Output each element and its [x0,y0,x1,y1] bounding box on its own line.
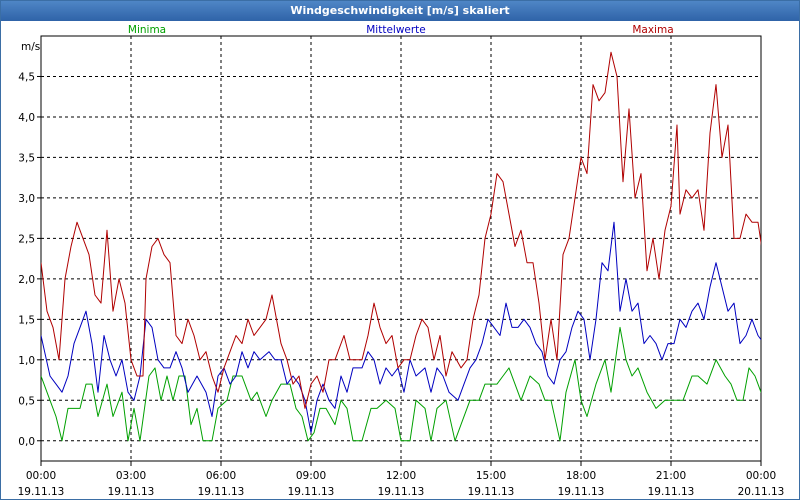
y-axis: 0,0 0,5 1,0 1,5 2,0 2,5 3,0 3,5 4,0 4,5 [18,71,41,448]
y-tick-label: 4,0 [18,112,35,124]
series-line-maxima [41,51,761,409]
y-tick-label: 3,0 [18,193,35,205]
x-tick-date: 19.11.13 [378,486,425,498]
x-tick-time: 03:00 [116,470,146,482]
window-title: Windgeschwindigkeit [m/s] skaliert [1,1,799,21]
y-tick-label: 1,5 [18,314,35,326]
series-lines [41,51,761,442]
x-tick-time: 15:00 [476,470,506,482]
x-tick-date: 19.11.13 [108,486,155,498]
line-chart: 0,0 0,5 1,0 1,5 2,0 2,5 3,0 3,5 4,0 4,5 00:00 19.1… [18,24,785,498]
y-tick-label: 0,5 [18,395,35,407]
legend-maxima: Maxima [632,24,673,36]
x-tick-date: 19.11.13 [648,486,695,498]
legend: Minima Mittelwerte Maxima [128,24,674,36]
y-tick-label: 1,0 [18,355,35,367]
x-tick-date: 19.11.13 [198,486,245,498]
x-tick-date: 19.11.13 [558,486,605,498]
x-tick-time: 00:00 [26,470,56,482]
x-tick-date: 19.11.13 [288,486,335,498]
x-tick-time: 00:00 [746,470,776,482]
series-line-minima [41,326,761,442]
y-tick-label: 2,0 [18,274,35,286]
x-tick-time: 21:00 [656,470,686,482]
x-tick-time: 12:00 [386,470,416,482]
x-tick-time: 06:00 [206,470,236,482]
x-tick-time: 09:00 [296,470,326,482]
legend-minima: Minima [128,24,166,36]
y-tick-label: 2,5 [18,233,35,245]
legend-mittelwerte: Mittelwerte [366,24,426,36]
x-tick-date: 19.11.13 [468,486,515,498]
x-tick-time: 18:00 [566,470,596,482]
x-tick-date: 20.11.13 [738,486,785,498]
series-line-mittelwerte [41,221,761,434]
y-tick-label: 3,5 [18,152,35,164]
y-tick-label: 0,0 [18,436,35,448]
y-tick-label: 4,5 [18,71,35,83]
grid [41,36,761,461]
x-axis: 00:00 19.11.13 03:00 19.11.13 06:00 19.11.13 0… [18,461,785,498]
y-axis-label: m/s [21,41,40,53]
x-tick-date: 19.11.13 [18,486,65,498]
